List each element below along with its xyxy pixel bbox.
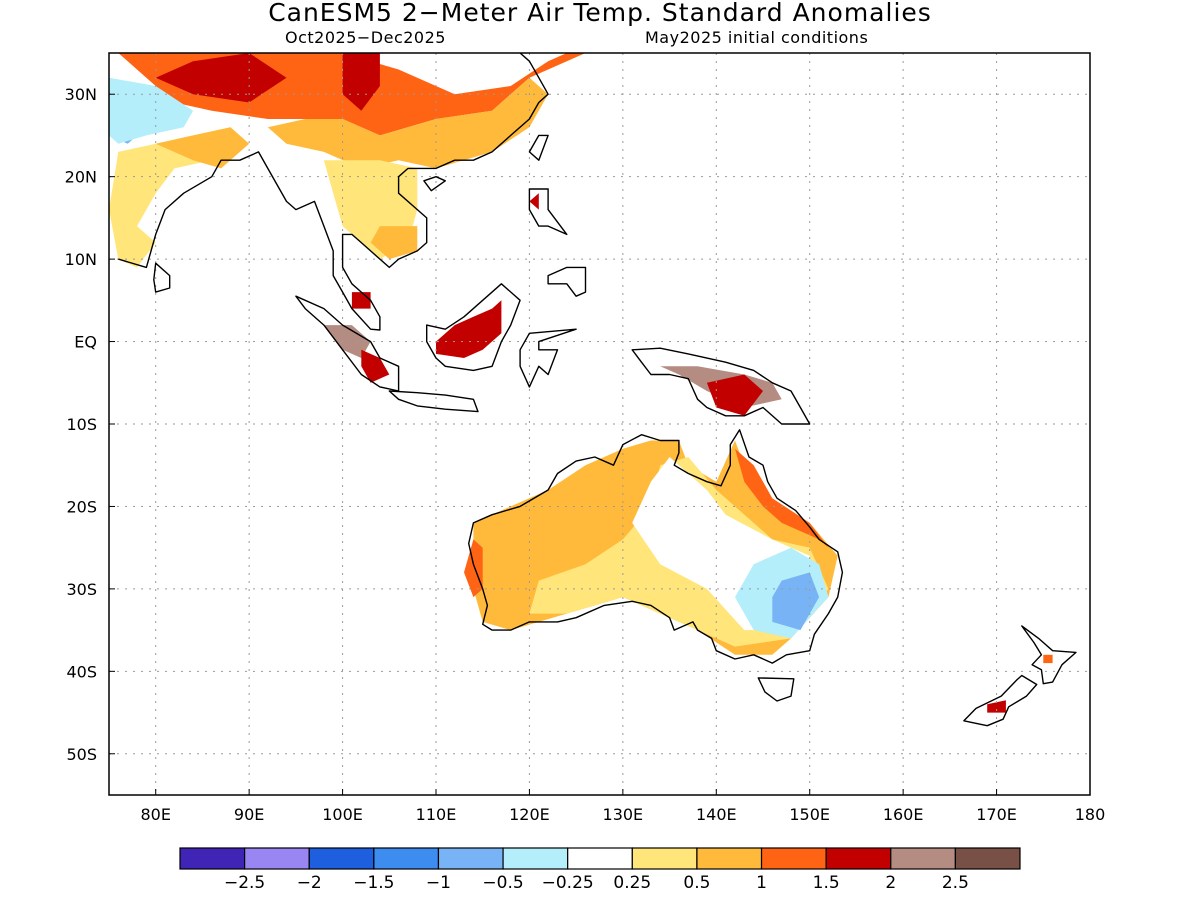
- anomaly-region-sumatra-brown: [323, 325, 371, 358]
- coastline-layer: [118, 53, 1077, 727]
- anomaly-region-aus-east-hot: [735, 448, 829, 548]
- anomaly-region-china-warm: [267, 77, 549, 169]
- gridlines: [109, 53, 1090, 795]
- colorbar-label: −1.5: [353, 873, 394, 893]
- colorbar-label: 0.5: [683, 873, 710, 893]
- lon-tick-label: 170E: [976, 805, 1017, 824]
- anomaly-region-india-warm: [109, 127, 250, 268]
- anomaly-region-aus-cool-2: [772, 572, 820, 631]
- colorbar-label: −2.5: [224, 873, 265, 893]
- colorbar-swatch: [179, 847, 246, 870]
- lon-tick-label: 100E: [322, 805, 363, 824]
- colorbar-swatch: [890, 847, 956, 870]
- coastline-hainan: [423, 175, 446, 192]
- colorbar-label: 1.5: [813, 873, 840, 893]
- colorbar-swatch: [308, 847, 375, 870]
- season-subtitle: Oct2025−Dec2025: [285, 28, 446, 47]
- colorbar-swatch: [373, 847, 440, 870]
- lon-tick-label: 130E: [603, 805, 644, 824]
- anomaly-region-sumatra-red: [361, 349, 390, 383]
- colorbar-labels: −2.5 −2 −1.5 −1 −0.5 −0.25 0.25 0.5 1 1.5 2 2.5: [224, 873, 969, 893]
- coastline-nz-south: [963, 674, 1038, 727]
- anomaly-region-china-hot: [342, 53, 380, 111]
- colorbar-label: −1: [426, 873, 451, 893]
- lat-tick-label: 10N: [65, 250, 97, 269]
- anomaly-region-indochina-orange: [370, 226, 418, 260]
- colorbar-swatch: [244, 847, 310, 870]
- lat-tick-label: 50S: [66, 745, 97, 764]
- colorbar-label: 0.25: [613, 873, 651, 893]
- colorbar-label: 2: [885, 873, 896, 893]
- coastline-sulawesi: [519, 328, 577, 388]
- colorbar: [179, 847, 1021, 870]
- lat-tick-label: 10S: [66, 415, 97, 434]
- colorbar-label: −0.5: [482, 873, 523, 893]
- coastline-borneo: [426, 283, 521, 372]
- coastline-taiwan: [528, 134, 549, 161]
- colorbar-swatch: [502, 847, 569, 870]
- anomaly-region-malaysia-red: [351, 292, 371, 309]
- anomaly-region-png-hot: [706, 374, 763, 416]
- colorbar-label: −2: [297, 873, 322, 893]
- anomaly-region-tibet-hot: [155, 53, 287, 103]
- lon-tick-label: 160E: [883, 805, 924, 824]
- anomaly-region-philippines-red: [529, 193, 539, 210]
- coastline-australia: [468, 429, 844, 664]
- colorbar-swatch: [437, 847, 504, 870]
- lat-tick-label: 40S: [66, 662, 97, 681]
- colorbar-swatch: [631, 847, 698, 870]
- lat-tick-label: 20S: [66, 497, 97, 516]
- colorbar-swatch: [567, 847, 633, 870]
- coastline-mindanao: [547, 266, 587, 297]
- colorbar-label: 2.5: [942, 873, 969, 893]
- initial-conditions-subtitle: May2025 initial conditions: [645, 28, 869, 47]
- coastline-asia-coast: [118, 53, 549, 331]
- lon-tick-label: 140E: [696, 805, 737, 824]
- lon-tick-label: 80E: [140, 805, 170, 824]
- colorbar-swatch: [760, 847, 827, 870]
- colorbar-swatch: [825, 847, 892, 870]
- anomaly-region-india-cool-2: [109, 77, 194, 144]
- coastline-tasmania: [757, 677, 795, 702]
- colorbar-label: 1: [756, 873, 767, 893]
- anomaly-region-borneo-hot: [436, 300, 502, 358]
- lat-tick-label: 30S: [66, 580, 97, 599]
- anomaly-fill-layer: [109, 53, 1053, 713]
- colorbar-label: −0.25: [542, 873, 594, 893]
- lat-tick-label: 30N: [65, 85, 97, 104]
- anomaly-region-aus-west-hot: [464, 539, 483, 598]
- coastline-sri-lanka: [153, 262, 171, 293]
- lon-tick-label: 180: [1075, 805, 1106, 824]
- lon-tick-label: 90E: [234, 805, 264, 824]
- lon-tick-label: 110E: [416, 805, 457, 824]
- map-title: CanESM5 2−Meter Air Temp. Standard Anoma…: [268, 0, 932, 27]
- anomaly-region-india-orange: [155, 127, 250, 169]
- colorbar-swatch: [696, 847, 763, 870]
- coastline-nz-north: [1021, 625, 1077, 685]
- lat-tick-label: EQ: [74, 333, 97, 352]
- longitude-ticks: 80E 90E 100E 110E 120E 130E 140E 150E 160E 170E 18…: [140, 789, 1105, 824]
- lat-tick-label: 20N: [65, 168, 97, 187]
- lon-tick-label: 150E: [789, 805, 830, 824]
- coastline-java: [388, 390, 479, 413]
- colorbar-swatch: [954, 847, 1021, 870]
- anomaly-region-nz-red: [987, 700, 1006, 713]
- coastline-luzon: [528, 188, 568, 236]
- lon-tick-label: 120E: [509, 805, 550, 824]
- latitude-ticks: 30N 20N 10N EQ 10S 20S 30S 40S 50S: [65, 85, 115, 764]
- anomaly-region-nz-orange: [1043, 654, 1053, 664]
- coastline-new-guinea: [631, 347, 811, 425]
